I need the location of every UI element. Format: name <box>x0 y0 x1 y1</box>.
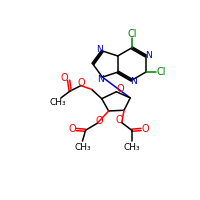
Text: N: N <box>145 51 152 60</box>
Text: N: N <box>97 75 103 84</box>
Text: CH₃: CH₃ <box>123 143 140 152</box>
Text: Cl: Cl <box>156 67 166 77</box>
Text: O: O <box>96 116 103 126</box>
Text: O: O <box>78 78 86 88</box>
Text: CH₃: CH₃ <box>74 143 91 152</box>
Text: O: O <box>116 84 124 94</box>
Text: CH₃: CH₃ <box>50 98 66 107</box>
Text: O: O <box>61 73 69 83</box>
Text: O: O <box>141 124 149 134</box>
Text: N: N <box>96 45 103 54</box>
Text: N: N <box>130 77 137 86</box>
Text: O: O <box>116 115 123 125</box>
Text: O: O <box>69 124 76 134</box>
Text: Cl: Cl <box>127 29 137 39</box>
